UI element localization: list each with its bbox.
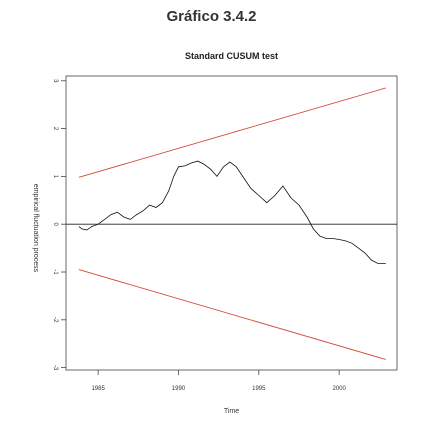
x-tick-label: 1985 <box>91 386 105 392</box>
y-axis: -3 -2 -1 0 1 2 3 <box>52 79 66 371</box>
page-title: Gráfico 3.4.2 <box>166 8 257 25</box>
y-tick-label: 2 <box>52 127 58 131</box>
plot-frame <box>65 75 398 371</box>
x-tick-label: 2000 <box>332 386 346 392</box>
y-tick-label: 3 <box>52 79 58 83</box>
x-axis: 1985 1990 1995 2000 <box>91 370 346 392</box>
y-tick-label: -3 <box>52 365 58 371</box>
y-tick-label: -1 <box>52 269 58 275</box>
chart-title: Standard CUSUM test <box>184 51 278 61</box>
y-tick-label: -2 <box>52 317 58 323</box>
x-tick-label: 1995 <box>252 386 266 392</box>
cusum-process-line <box>78 160 386 264</box>
upper-boundary-line <box>78 87 386 178</box>
x-tick-label: 1990 <box>172 386 186 392</box>
y-axis-label: empirical fluctuation process <box>32 184 39 273</box>
y-tick-label: 1 <box>52 175 58 179</box>
x-axis-label: Time <box>224 408 239 415</box>
lower-boundary-line <box>78 269 386 360</box>
y-tick-label: 0 <box>52 223 58 227</box>
